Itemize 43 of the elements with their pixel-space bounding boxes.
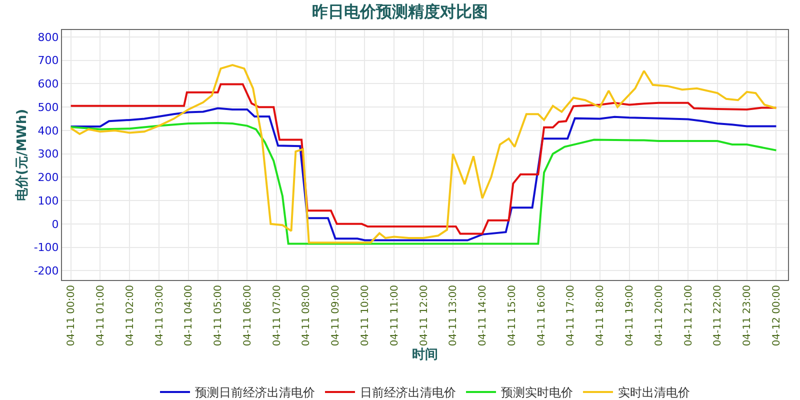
y-tick-label: -200 [34, 264, 59, 278]
y-tick-label: 300 [38, 148, 59, 161]
x-tick-label: 04-11 13:00 [448, 285, 460, 346]
x-tick-label: 04-11 08:00 [301, 285, 312, 346]
y-tick-label: -100 [34, 241, 59, 254]
x-tick-label: 04-11 18:00 [595, 285, 606, 346]
y-tick-label: 400 [38, 124, 59, 138]
x-tick-label: 04-11 00:00 [66, 285, 78, 346]
y-tick-label: 200 [38, 171, 59, 184]
x-tick-label: 04-11 22:00 [712, 285, 724, 346]
x-tick-label: 04-11 16:00 [536, 285, 548, 346]
x-tick-label: 04-11 03:00 [154, 285, 166, 346]
legend-label: 日前经济出清电价 [360, 386, 456, 400]
x-tick-label: 04-11 20:00 [654, 285, 665, 346]
x-tick-label: 04-11 02:00 [124, 285, 136, 346]
x-tick-label: 04-11 15:00 [506, 285, 518, 346]
x-tick-label: 04-11 04:00 [184, 285, 195, 346]
y-tick-label: 800 [38, 30, 59, 44]
legend-label: 预测实时电价 [501, 386, 573, 400]
legend-label: 实时出清电价 [618, 386, 690, 400]
x-tick-label: 04-11 19:00 [624, 285, 636, 346]
x-tick-label: 04-11 23:00 [742, 285, 754, 346]
y-tick-label: 0 [52, 218, 59, 231]
y-tick-label: 500 [38, 100, 59, 114]
y-tick-label: 700 [38, 54, 59, 68]
x-tick-label: 04-12 00:00 [771, 285, 782, 346]
x-tick-label: 04-11 01:00 [95, 285, 106, 346]
x-tick-label: 04-11 11:00 [389, 285, 400, 346]
x-tick-label: 04-11 14:00 [478, 285, 489, 346]
x-tick-label: 04-11 07:00 [272, 285, 283, 346]
x-axis-title: 时间 [412, 348, 438, 363]
x-tick-label: 04-11 17:00 [566, 285, 577, 346]
x-tick-label: 04-11 06:00 [242, 285, 254, 346]
x-tick-label: 04-11 10:00 [360, 285, 371, 346]
x-tick-label: 04-11 05:00 [213, 285, 224, 346]
legend-label: 预测日前经济出清电价 [195, 386, 315, 400]
x-tick-label: 04-11 12:00 [418, 285, 430, 346]
y-tick-label: 600 [38, 78, 59, 91]
y-axis-title: 电价(元/MWh) [14, 108, 30, 202]
x-tick-label: 04-11 09:00 [330, 285, 342, 346]
x-tick-label: 04-11 21:00 [683, 285, 694, 346]
y-tick-label: 100 [38, 194, 59, 208]
chart-title: 昨日电价预测精度对比图 [312, 2, 488, 22]
